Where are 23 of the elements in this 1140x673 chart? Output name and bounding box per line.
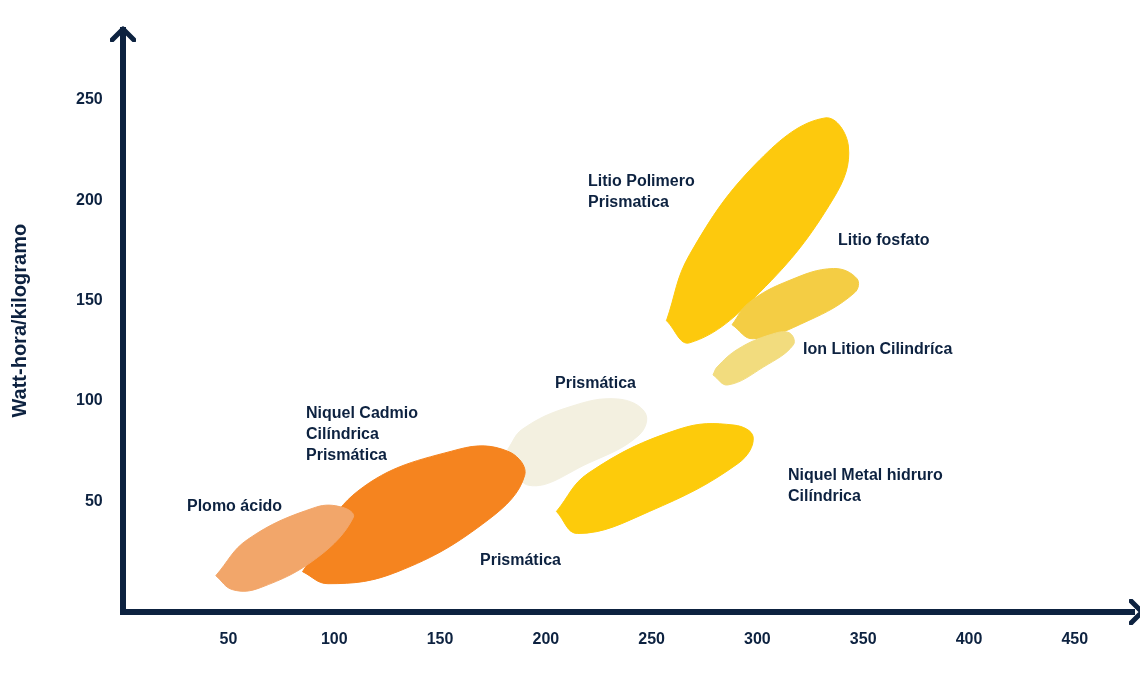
x-tick-label: 300 <box>744 629 771 647</box>
x-tick-label: 350 <box>849 629 877 647</box>
x-tick-label: 250 <box>638 629 666 647</box>
y-tick-label: 100 <box>75 391 103 409</box>
y-tick-label: 250 <box>75 90 103 108</box>
annotation: Prismática <box>480 551 562 569</box>
annotation: Prismática <box>555 374 637 392</box>
annotation: Litio fosfato <box>838 231 930 249</box>
x-tick-label: 100 <box>320 629 348 647</box>
annotation: Ion Lition Cilindríca <box>803 340 953 358</box>
annotation: Litio Polimero Prismatica <box>588 172 695 211</box>
annotation: Niquel Metal hidruro Cilíndrica <box>788 466 943 505</box>
y-tick-label: 50 <box>84 491 103 509</box>
x-tick-label: 450 <box>1061 629 1089 647</box>
annotation: Niquel Cadmio Cilíndrica Prismática <box>306 404 419 464</box>
x-tick-label: 400 <box>955 629 983 647</box>
y-tick-label: 200 <box>75 190 103 208</box>
y-tick-label: 150 <box>75 291 103 309</box>
x-tick-label: 150 <box>426 629 454 647</box>
annotation: Plomo ácido <box>187 497 283 515</box>
x-tick-label: 200 <box>532 629 560 647</box>
x-tick-label: 50 <box>219 629 238 647</box>
y-axis-title: Watt-hora/kilogramo <box>7 223 30 418</box>
